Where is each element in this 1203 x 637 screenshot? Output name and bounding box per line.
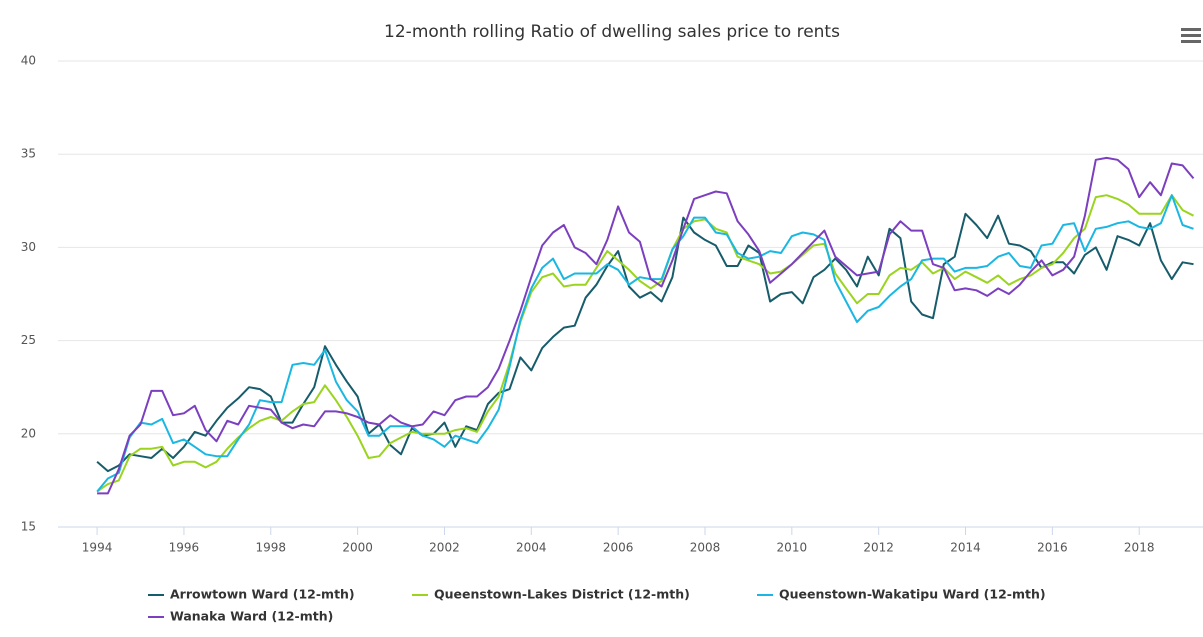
legend-label: Queenstown-Wakatipu Ward (12-mth) — [779, 587, 1046, 602]
x-tick-label: 1998 — [255, 541, 286, 555]
series-line — [96, 194, 1194, 493]
y-tick-label: 30 — [21, 240, 36, 254]
legend-label: Wanaka Ward (12-mth) — [170, 609, 333, 624]
x-tick-label: 2010 — [777, 541, 808, 555]
y-tick-label: 25 — [21, 333, 36, 347]
x-tick-label: 2016 — [1037, 541, 1068, 555]
legend-label: Arrowtown Ward (12-mth) — [170, 587, 355, 602]
x-tick-label: 2008 — [690, 541, 721, 555]
y-tick-label: 15 — [21, 520, 36, 534]
y-tick-label: 40 — [21, 54, 36, 68]
x-tick-label: 1994 — [82, 541, 113, 555]
legend-label: Queenstown-Lakes District (12-mth) — [434, 587, 690, 602]
x-tick-label: 2006 — [603, 541, 634, 555]
y-tick-label: 35 — [21, 147, 36, 161]
x-tick-label: 1996 — [169, 541, 200, 555]
series-line — [96, 194, 1194, 493]
x-tick-label: 2004 — [516, 541, 547, 555]
menu-bar[interactable] — [1181, 40, 1201, 43]
x-tick-label: 2002 — [429, 541, 460, 555]
x-tick-label: 2018 — [1124, 541, 1155, 555]
chart-title: 12-month rolling Ratio of dwelling sales… — [384, 22, 840, 42]
y-tick-label: 20 — [21, 426, 36, 440]
menu-bar[interactable] — [1181, 28, 1201, 31]
x-tick-label: 2014 — [950, 541, 981, 555]
series-line — [97, 156, 1195, 495]
menu-bar[interactable] — [1181, 34, 1201, 37]
x-tick-label: 2000 — [342, 541, 373, 555]
x-tick-label: 2012 — [863, 541, 894, 555]
menu-icon[interactable] — [1181, 28, 1201, 43]
series-line — [96, 212, 1194, 473]
